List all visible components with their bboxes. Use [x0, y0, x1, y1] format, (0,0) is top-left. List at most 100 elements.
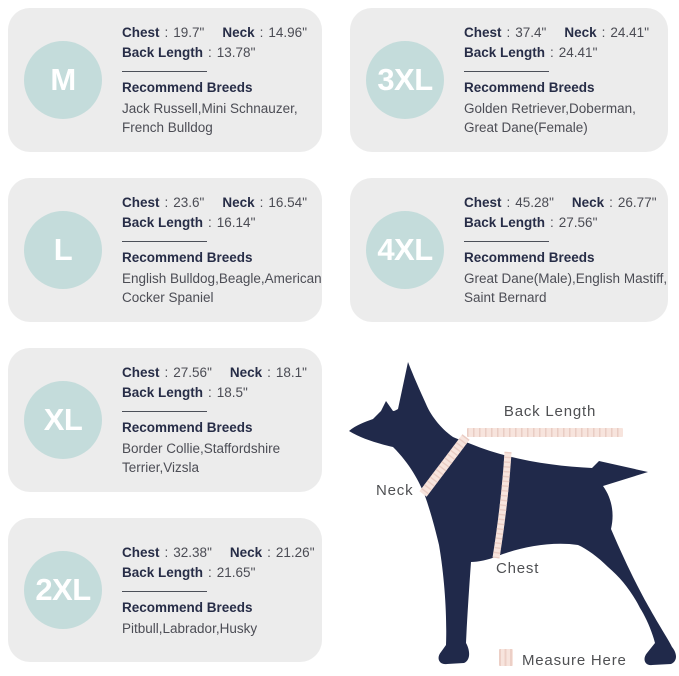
- dog-silhouette: [349, 362, 676, 666]
- recommend-breeds-title: Recommend Breeds: [122, 420, 253, 435]
- size-card-details: Chest:23.6" Neck:16.54" Back Length:16.1…: [122, 193, 322, 307]
- size-badge: XL: [24, 381, 102, 459]
- chest-value: 19.7": [173, 25, 205, 40]
- chest-value: 37.4": [515, 25, 547, 40]
- chest-label: Chest: [122, 365, 160, 380]
- back-length-value: 13.78": [216, 45, 256, 60]
- colon: :: [267, 365, 271, 380]
- neck-diagram-label: Neck: [376, 482, 414, 499]
- neck-label: Neck: [222, 195, 255, 210]
- back-length-value: 27.56": [558, 215, 598, 230]
- neck-value: 24.41": [610, 25, 649, 40]
- back-length-value: 24.41": [558, 45, 598, 60]
- size-card-details: Chest:45.28" Neck:26.77" Back Length:27.…: [464, 193, 668, 307]
- neck-value: 26.77": [617, 195, 657, 210]
- measurement-row: Chest:27.56" Neck:18.1": [122, 363, 322, 383]
- size-card-xl: XL Chest:27.56" Neck:18.1" Back Length:1…: [8, 348, 322, 492]
- measurement-diagram: Back Length Neck Chest Measure Here: [340, 340, 679, 676]
- recommend-breeds-title: Recommend Breeds: [122, 250, 253, 265]
- measurement-row: Back Length:18.5": [122, 383, 322, 403]
- size-card-details: Chest:37.4" Neck:24.41" Back Length:24.4…: [464, 23, 668, 137]
- chest-diagram-label: Chest: [496, 560, 540, 577]
- neck-label: Neck: [222, 25, 255, 40]
- size-badge: L: [24, 211, 102, 289]
- chest-label: Chest: [122, 195, 160, 210]
- chest-label: Chest: [122, 25, 160, 40]
- size-card-details: Chest:27.56" Neck:18.1" Back Length:18.5…: [122, 363, 322, 477]
- divider: [122, 71, 207, 72]
- breeds-list: Jack Russell,Mini Schnauzer, French Bull…: [122, 101, 298, 135]
- neck-label: Neck: [229, 544, 263, 560]
- measurement-row: Chest:45.28" Neck:26.77": [464, 193, 668, 213]
- measurement-row: Back Length:13.78": [122, 43, 322, 63]
- chest-value: 45.28": [515, 195, 554, 210]
- measurement-row: Back Length:21.65": [122, 563, 322, 583]
- recommend-breeds-title: Recommend Breeds: [122, 599, 253, 615]
- back-length-label: Back Length: [122, 45, 204, 60]
- size-card-l: L Chest:23.6" Neck:16.54" Back Length:16…: [8, 178, 322, 322]
- breeds-list: Border Collie,Staffordshire Terrier,Vizs…: [122, 441, 281, 475]
- divider: [464, 241, 549, 242]
- colon: :: [506, 195, 511, 210]
- divider: [122, 590, 207, 592]
- size-card-m: M Chest:19.7" Neck:14.96" Back Length:13…: [8, 8, 322, 152]
- colon: :: [601, 25, 606, 40]
- size-badge: 4XL: [366, 211, 444, 289]
- back-length-label: Back Length: [464, 45, 546, 60]
- size-badge: 3XL: [366, 41, 444, 119]
- neck-value: 18.1": [275, 365, 307, 380]
- back-length-ruler: [467, 428, 623, 437]
- dog-body-shape: [349, 362, 676, 666]
- colon: :: [259, 25, 264, 40]
- neck-value: 16.54": [268, 195, 307, 210]
- neck-label: Neck: [571, 195, 605, 210]
- breeds-list: Golden Retriever,Doberman, Great Dane(Fe…: [464, 101, 636, 135]
- colon: :: [550, 45, 554, 60]
- chest-value: 32.38": [173, 544, 212, 560]
- recommend-breeds-title: Recommend Breeds: [464, 250, 595, 265]
- back-length-value: 18.5": [216, 385, 248, 400]
- measure-here-label: Measure Here: [522, 652, 627, 669]
- back-length-label: Back Length: [122, 215, 204, 230]
- measurement-row: Chest:23.6" Neck:16.54": [122, 193, 322, 213]
- colon: :: [208, 215, 212, 230]
- measurement-row: Back Length:16.14": [122, 213, 322, 233]
- chest-label: Chest: [122, 544, 160, 560]
- measurement-row: Back Length:27.56": [464, 213, 668, 233]
- back-length-label: Back Length: [464, 215, 546, 230]
- colon: :: [164, 544, 169, 560]
- size-card-4xl: 4XL Chest:45.28" Neck:26.77" Back Length…: [350, 178, 668, 322]
- breeds-list: Great Dane(Male),English Mastiff, Saint …: [464, 271, 668, 305]
- colon: :: [208, 385, 212, 400]
- breeds-list: English Bulldog,Beagle,American Cocker S…: [122, 271, 322, 305]
- recommend-breeds-title: Recommend Breeds: [464, 80, 595, 95]
- divider: [122, 241, 207, 242]
- colon: :: [164, 365, 169, 380]
- chest-label: Chest: [464, 195, 502, 210]
- back-length-value: 16.14": [216, 215, 256, 230]
- breeds-list: Pitbull,Labrador,Husky: [122, 620, 258, 636]
- chest-tape-ticks: [492, 451, 512, 559]
- divider: [464, 71, 549, 72]
- chest-label: Chest: [464, 25, 502, 40]
- chest-value: 23.6": [173, 195, 205, 210]
- size-card-3xl: 3XL Chest:37.4" Neck:24.41" Back Length:…: [350, 8, 668, 152]
- measurement-row: Chest:37.4" Neck:24.41": [464, 23, 668, 43]
- measurement-row: Chest:19.7" Neck:14.96": [122, 23, 322, 43]
- size-badge: 2XL: [24, 551, 102, 629]
- colon: :: [550, 215, 554, 230]
- divider: [122, 411, 207, 412]
- back-length-label: Back Length: [122, 385, 204, 400]
- back-length-diagram-label: Back Length: [503, 403, 597, 420]
- chest-value: 27.56": [173, 365, 212, 380]
- back-length-label: Back Length: [122, 564, 204, 580]
- neck-value: 14.96": [268, 25, 307, 40]
- measurement-row: Back Length:24.41": [464, 43, 668, 63]
- colon: :: [259, 195, 264, 210]
- colon: :: [208, 45, 212, 60]
- tape-ruler-icon: [499, 649, 513, 666]
- back-length-value: 21.65": [216, 564, 256, 580]
- recommend-breeds-title: Recommend Breeds: [122, 80, 253, 95]
- colon: :: [267, 544, 271, 560]
- neck-tape: [419, 434, 470, 497]
